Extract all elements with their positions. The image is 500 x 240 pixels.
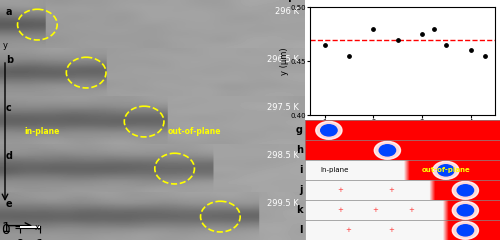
Circle shape: [452, 201, 478, 219]
Point: [394, 38, 402, 42]
Text: l: l: [300, 225, 303, 235]
Text: e: e: [6, 199, 12, 209]
Point: [320, 43, 328, 47]
Text: x: x: [35, 223, 40, 232]
Circle shape: [316, 121, 342, 139]
Circle shape: [457, 185, 473, 196]
Text: 297.5 K: 297.5 K: [267, 103, 299, 112]
Text: d: d: [6, 151, 13, 161]
Circle shape: [433, 161, 459, 179]
Circle shape: [379, 145, 396, 156]
Text: 296 K: 296 K: [275, 7, 299, 16]
Text: 298.5 K: 298.5 K: [267, 151, 299, 160]
Point: [482, 54, 490, 58]
Text: +: +: [388, 187, 394, 193]
Text: i: i: [300, 165, 303, 175]
Point: [430, 27, 438, 31]
Text: j: j: [300, 185, 303, 195]
Text: 299.5 K: 299.5 K: [267, 199, 299, 208]
Text: h: h: [296, 145, 303, 155]
Y-axis label: y (μm): y (μm): [280, 47, 289, 75]
Circle shape: [452, 181, 478, 199]
Text: out-of-plane: out-of-plane: [422, 167, 471, 173]
Text: out-of-plane: out-of-plane: [168, 127, 221, 136]
Circle shape: [452, 221, 478, 239]
Point: [418, 32, 426, 36]
Text: +: +: [408, 207, 414, 213]
Circle shape: [457, 225, 473, 236]
Text: y: y: [2, 41, 7, 50]
Text: In-plane: In-plane: [320, 167, 349, 173]
Text: g: g: [296, 125, 303, 135]
Circle shape: [320, 125, 337, 136]
Text: +: +: [338, 207, 344, 213]
Point: [466, 48, 474, 52]
Circle shape: [438, 165, 454, 176]
Text: c: c: [6, 103, 12, 113]
Text: f: f: [288, 0, 292, 4]
Text: b: b: [6, 55, 13, 65]
Text: +: +: [338, 187, 344, 193]
Circle shape: [374, 141, 400, 159]
Text: +: +: [346, 227, 352, 233]
Text: +: +: [388, 227, 394, 233]
X-axis label: X (μm): X (μm): [388, 127, 416, 136]
Text: in-plane: in-plane: [24, 127, 60, 136]
Point: [442, 43, 450, 47]
Point: [370, 27, 378, 31]
Text: +: +: [373, 207, 378, 213]
Point: [345, 54, 353, 58]
Text: a: a: [6, 7, 12, 17]
Circle shape: [457, 205, 473, 216]
Text: 296.5 K: 296.5 K: [267, 55, 299, 64]
Text: k: k: [296, 205, 303, 215]
